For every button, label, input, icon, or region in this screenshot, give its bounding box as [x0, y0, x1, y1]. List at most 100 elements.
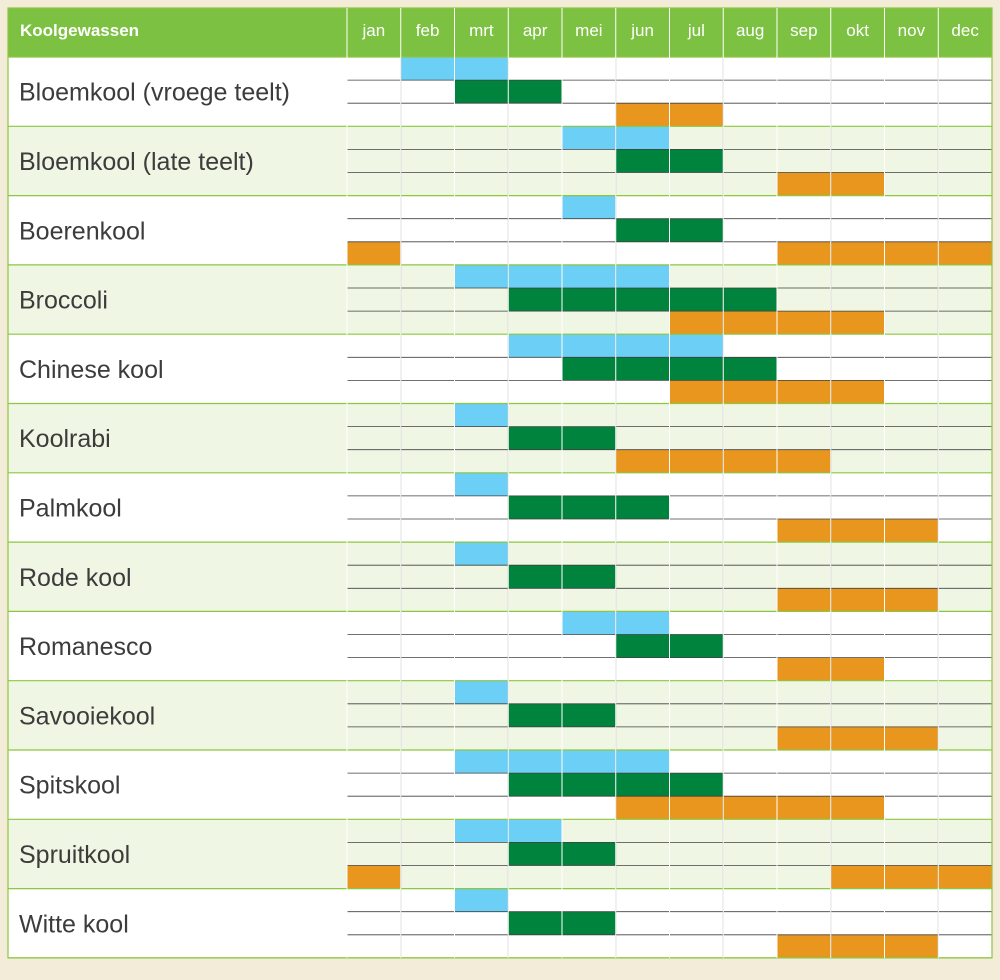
cell-orange [615, 103, 670, 127]
cell-green [615, 288, 670, 312]
cell-blue [454, 819, 509, 843]
cell-green [562, 565, 616, 589]
cell-orange [830, 726, 885, 750]
cell-orange [669, 380, 724, 404]
cell-blue [454, 680, 509, 704]
crop-label: Bloemkool (vroege teelt) [19, 79, 290, 107]
crop-label: Koolrabi [19, 425, 111, 453]
cell-green [508, 911, 562, 935]
cell-orange [884, 865, 939, 889]
month-label: feb [416, 21, 440, 40]
cell-orange [723, 449, 777, 473]
cell-orange [669, 449, 724, 473]
chart-title: Koolgewassen [20, 21, 139, 40]
cell-orange [669, 311, 724, 335]
cell-orange [830, 657, 885, 681]
cell-green [669, 218, 724, 242]
cell-orange [938, 241, 992, 265]
cell-blue [615, 264, 670, 288]
cell-green [669, 773, 724, 797]
cell-green [562, 495, 616, 519]
cell-blue [615, 334, 670, 358]
cell-orange [777, 449, 831, 473]
month-label: nov [898, 21, 926, 40]
month-label: jun [630, 21, 654, 40]
cell-blue [454, 57, 509, 81]
cell-green [615, 149, 670, 173]
cell-green [615, 495, 670, 519]
cell-green [508, 426, 562, 450]
cell-green [562, 842, 616, 866]
cell-blue [562, 750, 616, 774]
cell-orange [777, 588, 831, 612]
cell-green [723, 288, 777, 312]
month-label: okt [846, 21, 869, 40]
cell-green [615, 357, 670, 381]
month-label: dec [951, 21, 979, 40]
cell-orange [830, 934, 885, 958]
crop-label: Rode kool [19, 564, 132, 592]
cell-orange [830, 865, 885, 889]
month-label: sep [790, 21, 817, 40]
cell-green [508, 773, 562, 797]
cell-orange [723, 311, 777, 335]
cell-green [669, 288, 724, 312]
cell-orange [347, 241, 401, 265]
cell-green [508, 288, 562, 312]
cell-green [669, 149, 724, 173]
cell-blue [400, 57, 455, 81]
cell-orange [777, 657, 831, 681]
cell-green [615, 773, 670, 797]
cell-blue [508, 750, 562, 774]
cell-orange [830, 588, 885, 612]
cell-orange [723, 380, 777, 404]
cell-green [669, 357, 724, 381]
cell-orange [777, 172, 831, 196]
cell-green [562, 773, 616, 797]
cell-blue [508, 264, 562, 288]
cell-orange [777, 934, 831, 958]
cell-orange [830, 172, 885, 196]
crop-label: Spitskool [19, 772, 120, 800]
cell-orange [830, 796, 885, 820]
cell-blue [508, 334, 562, 358]
month-label: mrt [469, 21, 494, 40]
cell-blue [562, 264, 616, 288]
cell-orange [615, 796, 670, 820]
cell-orange [830, 241, 885, 265]
crop-label: Palmkool [19, 494, 122, 522]
cell-green [669, 634, 724, 658]
cell-orange [777, 726, 831, 750]
cell-orange [669, 796, 724, 820]
cell-orange [777, 311, 831, 335]
cell-orange [884, 934, 939, 958]
cell-orange [884, 519, 939, 543]
cell-green [562, 703, 616, 727]
cell-blue [615, 750, 670, 774]
crop-label: Bloemkool (late teelt) [19, 148, 254, 176]
cell-green [562, 426, 616, 450]
cell-blue [454, 403, 509, 427]
table-frame [7, 7, 993, 959]
cell-blue [562, 126, 616, 150]
cell-green [508, 703, 562, 727]
cell-orange [777, 796, 831, 820]
crop-label: Savooiekool [19, 702, 155, 730]
cell-green [508, 80, 562, 104]
cell-blue [454, 542, 509, 566]
cell-orange [347, 865, 401, 889]
cell-green [508, 842, 562, 866]
cell-orange [830, 380, 885, 404]
cell-blue [562, 334, 616, 358]
crop-label: Romanesco [19, 633, 152, 661]
cell-blue [562, 611, 616, 635]
cell-green [454, 80, 509, 104]
cell-orange [830, 519, 885, 543]
cell-blue [454, 888, 509, 912]
cell-blue [454, 472, 509, 496]
cell-orange [615, 449, 670, 473]
crop-label: Chinese kool [19, 356, 164, 384]
cell-green [508, 565, 562, 589]
cell-orange [884, 726, 939, 750]
